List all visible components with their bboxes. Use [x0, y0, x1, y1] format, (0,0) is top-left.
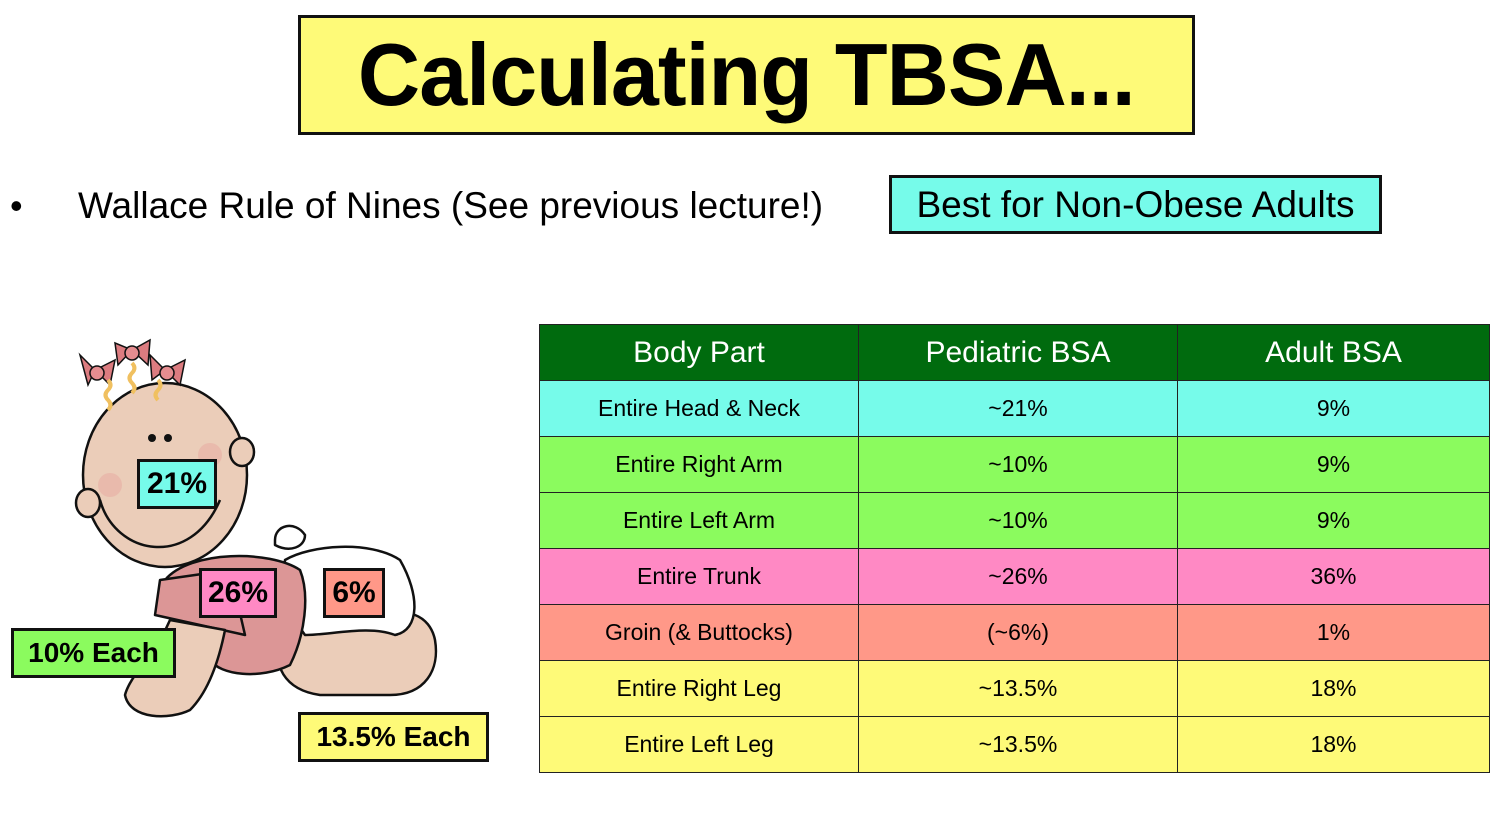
- head-percent-label: 21%: [137, 459, 217, 509]
- cell-adult-bsa: 36%: [1177, 548, 1490, 605]
- cell-adult-bsa: 9%: [1177, 380, 1490, 437]
- cell-body-part: Groin (& Buttocks): [539, 604, 859, 661]
- header-body-part: Body Part: [539, 324, 859, 381]
- table-header-row: Body Part Pediatric BSA Adult BSA: [539, 324, 1490, 381]
- cell-pediatric-bsa: ~10%: [858, 436, 1178, 493]
- bullet-text: Wallace Rule of Nines (See previous lect…: [78, 185, 824, 226]
- header-adult-bsa: Adult BSA: [1177, 324, 1490, 381]
- cell-pediatric-bsa: (~6%): [858, 604, 1178, 661]
- cell-pediatric-bsa: ~13.5%: [858, 660, 1178, 717]
- cell-body-part: Entire Trunk: [539, 548, 859, 605]
- table-row: Entire Left Leg ~13.5% 18%: [539, 716, 1490, 773]
- cell-pediatric-bsa: ~26%: [858, 548, 1178, 605]
- cell-adult-bsa: 9%: [1177, 492, 1490, 549]
- groin-percent-text: 6%: [332, 576, 376, 609]
- cell-adult-bsa: 18%: [1177, 716, 1490, 773]
- table-row: Entire Head & Neck ~21% 9%: [539, 380, 1490, 437]
- table-row: Entire Right Arm ~10% 9%: [539, 436, 1490, 493]
- legs-percent-label: 13.5% Each: [298, 712, 489, 762]
- trunk-percent-label: 26%: [199, 568, 277, 618]
- cell-body-part: Entire Left Leg: [539, 716, 859, 773]
- arms-percent-label: 10% Each: [11, 628, 176, 678]
- page-title: Calculating TBSA...: [358, 25, 1136, 124]
- cell-adult-bsa: 1%: [1177, 604, 1490, 661]
- best-for-tag-label: Best for Non-Obese Adults: [916, 183, 1355, 225]
- trunk-percent-text: 26%: [207, 576, 269, 609]
- cell-body-part: Entire Right Leg: [539, 660, 859, 717]
- table-row: Groin (& Buttocks) (~6%) 1%: [539, 604, 1490, 661]
- cell-body-part: Entire Right Arm: [539, 436, 859, 493]
- title-banner: Calculating TBSA...: [298, 15, 1195, 135]
- bullet-marker: •: [10, 185, 23, 226]
- table-row: Entire Right Leg ~13.5% 18%: [539, 660, 1490, 717]
- bullet-item: • Wallace Rule of Nines (See previous le…: [10, 182, 823, 230]
- cell-body-part: Entire Left Arm: [539, 492, 859, 549]
- best-for-tag: Best for Non-Obese Adults: [889, 175, 1382, 234]
- header-pediatric-bsa: Pediatric BSA: [858, 324, 1178, 381]
- bsa-table: Body Part Pediatric BSA Adult BSA Entire…: [539, 324, 1490, 773]
- cell-pediatric-bsa: ~13.5%: [858, 716, 1178, 773]
- table-row: Entire Left Arm ~10% 9%: [539, 492, 1490, 549]
- cell-pediatric-bsa: ~10%: [858, 492, 1178, 549]
- cell-pediatric-bsa: ~21%: [858, 380, 1178, 437]
- cell-adult-bsa: 9%: [1177, 436, 1490, 493]
- cell-body-part: Entire Head & Neck: [539, 380, 859, 437]
- legs-percent-text: 13.5% Each: [316, 721, 471, 752]
- head-percent-text: 21%: [146, 467, 208, 500]
- cell-adult-bsa: 18%: [1177, 660, 1490, 717]
- arms-percent-text: 10% Each: [28, 637, 159, 668]
- table-row: Entire Trunk ~26% 36%: [539, 548, 1490, 605]
- groin-percent-label: 6%: [323, 568, 385, 618]
